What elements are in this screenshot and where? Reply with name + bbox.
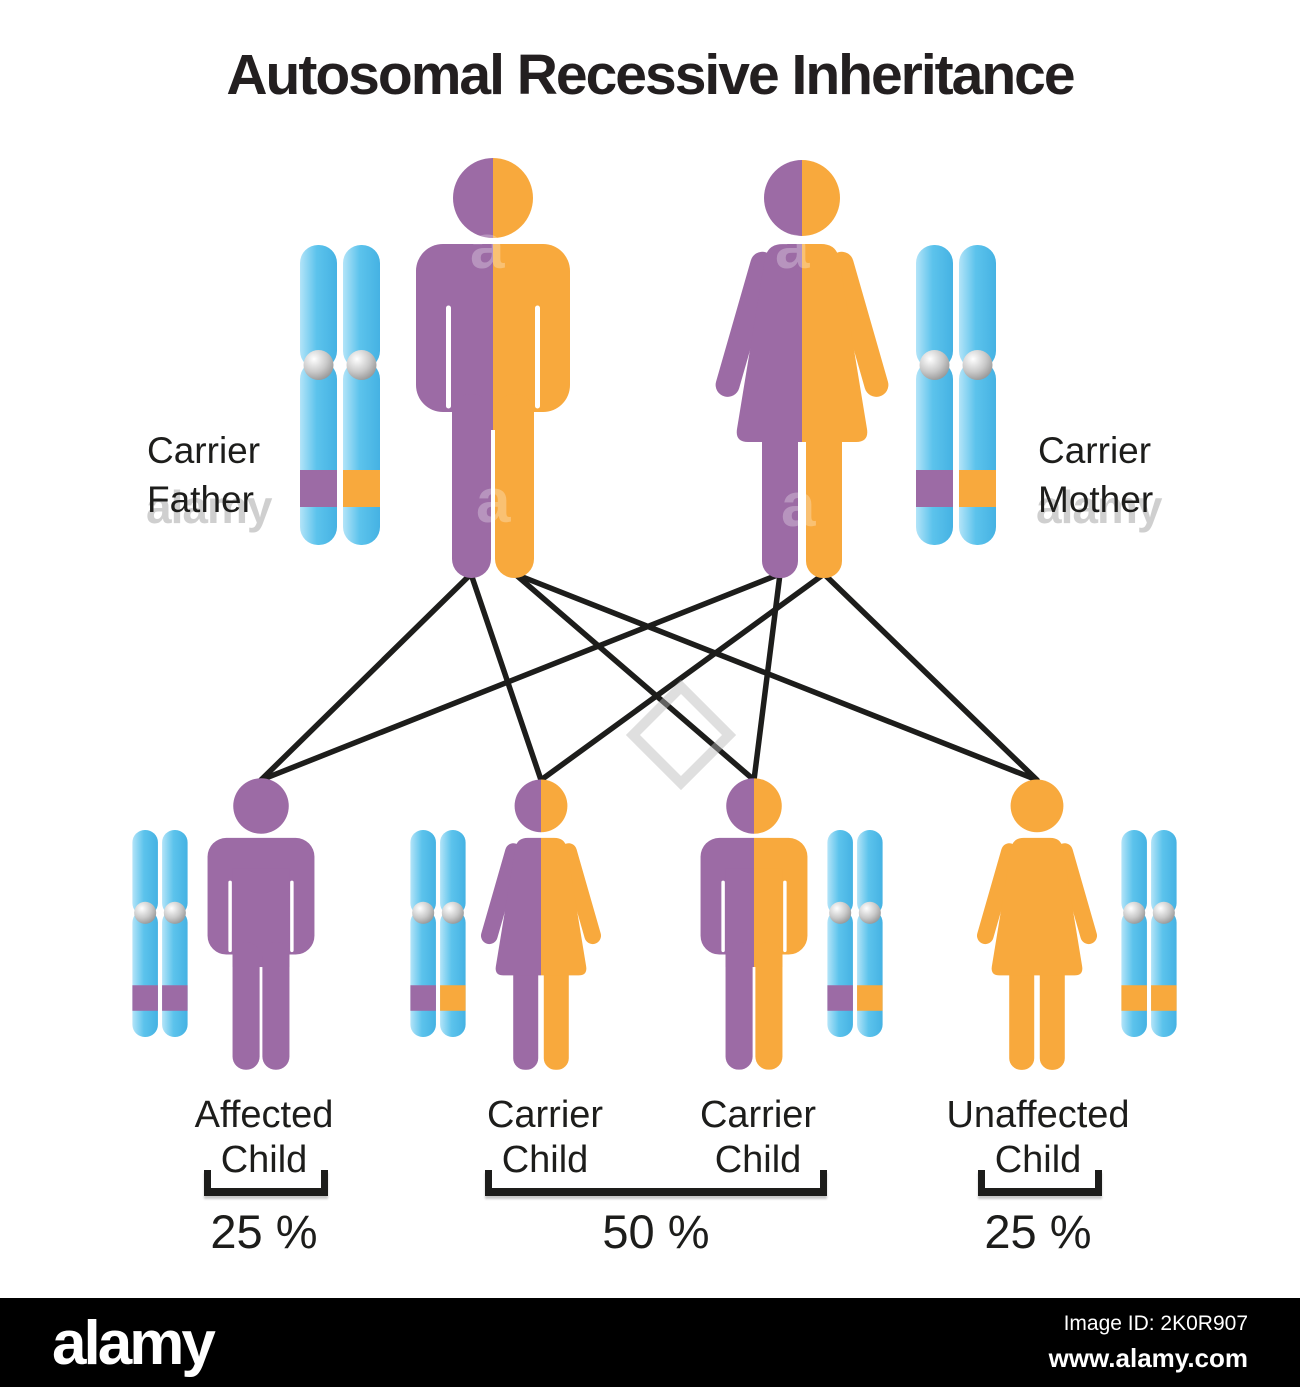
- alamy-watermark-letter: a: [781, 471, 816, 540]
- unaffected-child-label-line2: Child: [994, 1139, 1082, 1181]
- affected-child-label: Affected Child: [144, 1093, 384, 1183]
- carrier-child-2-label: Carrier Child: [638, 1093, 878, 1183]
- centromere: [134, 901, 157, 924]
- chromosome-band: [1121, 985, 1147, 1011]
- website-url: www.alamy.com: [1048, 1343, 1248, 1373]
- centromere: [1152, 901, 1175, 924]
- chromosome-band: [1151, 985, 1177, 1011]
- carrier-father-label-line2: Father: [147, 479, 254, 520]
- carrier-child-1-figure: [479, 779, 603, 1070]
- alamy-watermark-letter: a: [775, 213, 810, 282]
- alamy-watermark-letter: a: [470, 213, 505, 282]
- chromosome-band: [857, 985, 883, 1011]
- unaffected-child-label-line1: Unaffected: [946, 1094, 1130, 1136]
- chromosome-band: [132, 985, 158, 1011]
- father-chromosome-pair: [300, 245, 380, 545]
- carrier-mother-label-line2: Mother: [1038, 479, 1154, 520]
- centromere: [858, 901, 881, 924]
- carrier-child-1-label-line1: Carrier: [486, 1094, 604, 1136]
- probability-label-25-right: 25 %: [984, 1205, 1092, 1258]
- carrier-father-label-line1: Carrier: [147, 430, 261, 471]
- centromere: [303, 350, 334, 380]
- carrier-child-2-label-line1: Carrier: [699, 1094, 817, 1136]
- unaffected-child-chromosome-pair: [1121, 830, 1177, 1037]
- probability-bracket-25-left: [204, 1170, 328, 1196]
- probability-label-25-left: 25 %: [210, 1205, 318, 1258]
- centromere: [163, 901, 186, 924]
- probability-bracket-50: [485, 1170, 827, 1196]
- unaffected-child-label: Unaffected Child: [918, 1093, 1158, 1183]
- centromere: [919, 350, 950, 380]
- footer-bar: alamy Image ID: 2K0R907 www.alamy.com: [0, 1298, 1300, 1387]
- affected-child-figure: [207, 778, 315, 1070]
- affected-child-label-line2: Child: [220, 1139, 308, 1181]
- unaffected-child-figure: [975, 779, 1099, 1070]
- alamy-logo: alamy: [52, 1309, 216, 1378]
- affected-child-chromosome-pair: [132, 830, 188, 1037]
- centromere: [346, 350, 377, 380]
- chromosome-band: [440, 985, 466, 1011]
- alamy-watermark-letter: a: [476, 467, 511, 536]
- chromosome-band: [827, 985, 853, 1011]
- carrier-child-1-label-line2: Child: [501, 1139, 589, 1181]
- page-title: Autosomal Recessive Inheritance: [226, 43, 1075, 107]
- alamy-watermark-text: alamy: [146, 481, 272, 533]
- carrier-father-label: Carrier Father: [147, 426, 260, 524]
- centromere: [962, 350, 993, 380]
- centromere: [441, 901, 464, 924]
- alamy-watermark-text: alamy: [1036, 481, 1162, 533]
- chromosome-band: [162, 985, 188, 1011]
- image-id: Image ID: 2K0R907: [1063, 1312, 1248, 1335]
- carrier-mother-label: Carrier Mother: [1038, 426, 1153, 524]
- carrier-child-1-label: Carrier Child: [425, 1093, 665, 1183]
- chromosome-band: [410, 985, 436, 1011]
- mother-chromosome-band-left: [916, 470, 953, 507]
- mother-chromosome-band-right: [959, 470, 996, 507]
- centromere: [1123, 901, 1146, 924]
- father-chromosome-band-left: [300, 470, 337, 507]
- footer-info: Image ID: 2K0R907 www.alamy.com: [1049, 1312, 1248, 1374]
- father-chromosome-band-right: [343, 470, 380, 507]
- carrier-child-2-chromosome-pair: [827, 830, 883, 1037]
- probability-bracket-25-right: [978, 1170, 1102, 1196]
- carrier-mother-label-line1: Carrier: [1038, 430, 1152, 471]
- probability-label-50: 50 %: [602, 1205, 710, 1258]
- centromere: [829, 901, 852, 924]
- carrier-child-2-figure: [700, 778, 808, 1070]
- carrier-child-1-chromosome-pair: [410, 830, 466, 1037]
- mother-chromosome-pair: [916, 245, 996, 545]
- affected-child-label-line1: Affected: [194, 1094, 334, 1136]
- centromere: [412, 901, 435, 924]
- carrier-child-2-label-line2: Child: [714, 1139, 802, 1181]
